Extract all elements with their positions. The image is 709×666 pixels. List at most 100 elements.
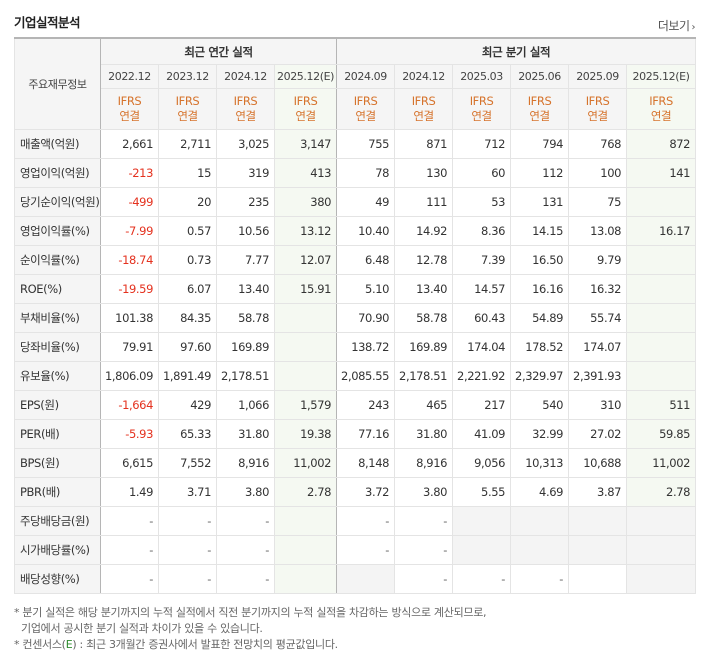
table-cell [626,535,697,565]
table-cell: 10,313 [510,448,570,478]
period-header: 2025.12(E) [273,64,338,89]
table-cell: 243 [336,390,396,420]
table-cell: - [158,564,217,594]
ifrs-label: IFRS 연결 [273,88,338,130]
table-cell: 101.38 [100,303,159,333]
table-cell [568,535,628,565]
table-cell: - [216,506,275,536]
period-header: 2024.12 [216,64,275,89]
table-cell: -18.74 [100,245,159,275]
table-cell: 100 [568,158,628,188]
table-row: 주당배당금(원) - - - - - [14,506,697,536]
table-cell [510,506,570,536]
ifrs-label: IFRS 연결 [100,88,159,130]
ifrs-top: IFRS [649,94,673,108]
table-cell: 10,688 [568,448,628,478]
row-label: 당기순이익(억원) [14,187,101,217]
row-label: ROE(%) [14,274,101,304]
table-cell: 14.15 [510,216,570,246]
table-cell: 6.07 [158,274,217,304]
table-cell: 3,147 [273,129,338,159]
table-cell: 13.40 [216,274,275,304]
period-header: 2023.12 [158,64,217,89]
row-label: 순이익률(%) [14,245,101,275]
ifrs-label: IFRS 연결 [216,88,275,130]
table-cell: -19.59 [100,274,159,304]
table-cell: -499 [100,187,159,217]
table-row: 배당성향(%) - - - - - - [14,564,697,594]
footnote-1-cont: 기업에서 공시한 분기 실적과 차이가 있을 수 있습니다. [21,622,263,635]
table-cell [568,506,628,536]
ifrs-label: IFRS 연결 [626,88,697,130]
table-row: 매출액(억원) 2,661 2,711 3,025 3,147 755 871 712 794 7… [14,129,697,159]
table-cell: 3.80 [394,477,454,507]
table-cell: - [452,564,512,594]
table-cell: 12.78 [394,245,454,275]
table-cell: 429 [158,390,217,420]
table-cell: 70.90 [336,303,396,333]
ifrs-top: IFRS [585,94,610,108]
period-header: 2025.12(E) [626,64,697,89]
table-row: 영업이익률(%) -7.99 0.57 10.56 13.12 10.40 14.92 8.3… [14,216,697,246]
ifrs-label: IFRS 연결 [336,88,396,130]
table-cell: 871 [394,129,454,159]
table-cell: -5.93 [100,419,159,449]
table-cell: 11,002 [626,448,697,478]
period-header: 2024.12 [394,64,454,89]
table-cell: 8,916 [394,448,454,478]
table-cell: 31.80 [216,419,275,449]
table-cell [568,564,628,594]
ifrs-bottom: 연결 [471,109,492,123]
footnote-1: * 분기 실적은 해당 분기까지의 누적 실적에서 직전 분기까지의 누적 실적… [14,606,487,619]
table-cell: 58.78 [394,303,454,333]
table-cell [273,535,338,565]
table-cell: 4.69 [510,477,570,507]
table-cell: 7.39 [452,245,512,275]
table-cell: 3,025 [216,129,275,159]
table-cell: 872 [626,129,697,159]
table-cell: 138.72 [336,332,396,362]
group-quarter-header: 최근 분기 실적 [336,37,697,65]
table-cell: 5.10 [336,274,396,304]
more-link[interactable]: 더보기 › [658,17,696,34]
table-cell: 141 [626,158,697,188]
row-label: 영업이익률(%) [14,216,101,246]
table-cell: 1,066 [216,390,275,420]
table-row: 당좌비율(%) 79.91 97.60 169.89 138.72 169.89 174.0… [14,332,697,362]
footnotes: * 분기 실적은 해당 분기까지의 누적 실적에서 직전 분기까지의 누적 실적… [14,605,487,653]
table-cell: - [100,506,159,536]
table-cell: - [394,564,454,594]
table-cell: 0.73 [158,245,217,275]
ifrs-label: IFRS 연결 [452,88,512,130]
table-row: 시가배당률(%) - - - - - [14,535,697,565]
table-cell: 2,221.92 [452,361,512,391]
table-cell [510,535,570,565]
table-cell: 755 [336,129,396,159]
table-row: 유보율(%) 1,806.09 1,891.49 2,178.51 2,085.55 2,… [14,361,697,391]
table-cell: 53 [452,187,512,217]
table-cell: 169.89 [394,332,454,362]
table-cell [336,564,396,594]
table-cell [273,303,338,333]
table-cell: - [216,564,275,594]
table-cell: - [394,506,454,536]
row-label: PER(배) [14,419,101,449]
row-label: EPS(원) [14,390,101,420]
table-cell [626,274,697,304]
ifrs-top: IFRS [411,94,436,108]
table-cell: 1.49 [100,477,159,507]
table-cell: - [158,535,217,565]
table-cell: 84.35 [158,303,217,333]
table-cell: 15 [158,158,217,188]
table-cell: 2,661 [100,129,159,159]
ifrs-top: IFRS [233,94,258,108]
table-cell: 6.48 [336,245,396,275]
table-cell: 54.89 [510,303,570,333]
table-cell: 2,178.51 [216,361,275,391]
row-label: 주당배당금(원) [14,506,101,536]
table-cell: 540 [510,390,570,420]
row-label: 시가배당률(%) [14,535,101,565]
row-label: 영업이익(억원) [14,158,101,188]
table-row: EPS(원) -1,664 429 1,066 1,579 243 465 217 540 310… [14,390,697,420]
